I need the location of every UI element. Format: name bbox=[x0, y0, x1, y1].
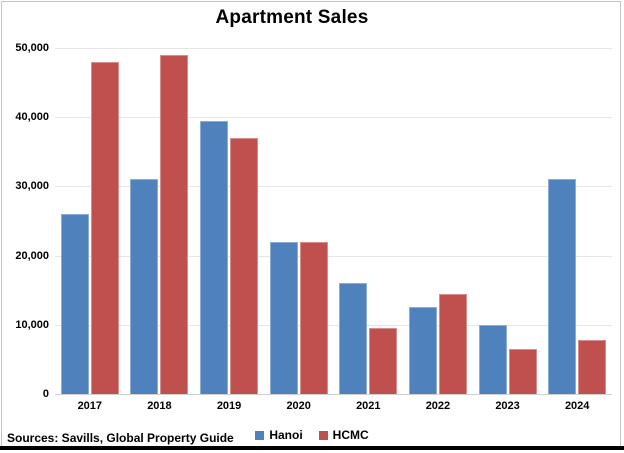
bar-group-2022 bbox=[403, 48, 473, 394]
bar-hcmc-2021 bbox=[369, 328, 398, 394]
legend-swatch-hcmc bbox=[318, 430, 328, 440]
bar-hcmc-2022 bbox=[438, 294, 467, 394]
bar-hcmc-2018 bbox=[160, 55, 189, 394]
gridline bbox=[55, 117, 612, 118]
x-tick-label: 2018 bbox=[147, 400, 172, 412]
x-tick-label: 2020 bbox=[286, 400, 311, 412]
bar-hcmc-2019 bbox=[230, 138, 259, 394]
plot-area bbox=[55, 48, 612, 395]
sources-note: Sources: Savills, Global Property Guide bbox=[7, 431, 234, 445]
y-tick-label: 0 bbox=[42, 388, 49, 400]
y-tick-label: 40,000 bbox=[15, 111, 49, 123]
bar-hcmc-2023 bbox=[508, 349, 537, 394]
gridline bbox=[55, 325, 612, 326]
bar-hcmc-2017 bbox=[90, 62, 119, 394]
y-tick-label: 30,000 bbox=[15, 180, 49, 192]
legend-label-hcmc: HCMC bbox=[332, 428, 369, 442]
bar-hanoi-2020 bbox=[269, 242, 298, 394]
y-tick-label: 20,000 bbox=[15, 250, 49, 262]
bottom-border-bar bbox=[0, 446, 624, 450]
x-tick-label: 2024 bbox=[564, 400, 590, 412]
bar-hanoi-2022 bbox=[408, 307, 437, 394]
legend-item-hcmc: HCMC bbox=[318, 428, 369, 442]
x-tick-label: 2023 bbox=[495, 400, 520, 412]
chart-title: Apartment Sales bbox=[215, 7, 369, 28]
bar-hanoi-2018 bbox=[130, 179, 159, 394]
bar-hcmc-2024 bbox=[578, 340, 607, 394]
gridline bbox=[55, 256, 612, 257]
x-axis-labels: 2017 2018 2019 2020 2021 2022 2023 2024 bbox=[55, 400, 612, 412]
bar-hanoi-2023 bbox=[478, 325, 507, 394]
bar-group-2019 bbox=[194, 48, 264, 394]
x-tick-label: 2022 bbox=[425, 400, 451, 412]
legend-label-hanoi: Hanoi bbox=[269, 428, 303, 442]
bar-group-2023 bbox=[473, 48, 543, 394]
bar-group-2017 bbox=[55, 48, 125, 394]
bar-hanoi-2019 bbox=[200, 121, 229, 394]
bar-group-2020 bbox=[264, 48, 334, 394]
bar-group-2018 bbox=[125, 48, 195, 394]
x-tick-label: 2021 bbox=[356, 400, 381, 412]
bar-hanoi-2017 bbox=[60, 214, 89, 394]
bar-group-2024 bbox=[542, 48, 612, 394]
legend: Hanoi HCMC bbox=[0, 428, 624, 442]
bar-group-2021 bbox=[334, 48, 404, 394]
gridline bbox=[55, 186, 612, 187]
x-tick-label: 2019 bbox=[216, 400, 242, 412]
bar-hcmc-2020 bbox=[299, 242, 328, 394]
bar-groups bbox=[55, 48, 612, 394]
y-tick-label: 10,000 bbox=[15, 319, 49, 331]
legend-item-hanoi: Hanoi bbox=[255, 428, 303, 442]
y-tick-label: 50,000 bbox=[15, 42, 49, 54]
bar-hanoi-2021 bbox=[339, 283, 368, 394]
x-tick-label: 2017 bbox=[77, 400, 103, 412]
x-axis-line bbox=[55, 394, 612, 395]
bar-hanoi-2024 bbox=[548, 179, 577, 394]
gridline bbox=[55, 48, 612, 49]
legend-swatch-hanoi bbox=[255, 430, 265, 440]
